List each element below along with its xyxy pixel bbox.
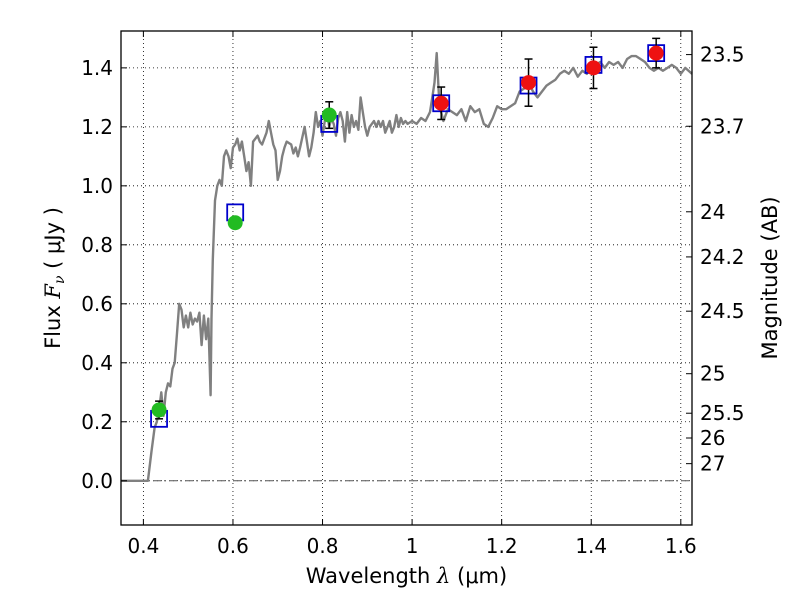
- x-axis-label-prefix: Wavelength: [306, 564, 437, 588]
- y-tick-label: 0.4: [81, 351, 113, 375]
- y-axis-label-unit: ( μJy ): [41, 207, 65, 275]
- magnitude-axis-label-group: Magnitude (AB): [758, 196, 782, 359]
- y-axis-label: Flux Fν ( μJy ): [41, 207, 68, 349]
- magnitude-tick-label: 23.5: [700, 43, 745, 67]
- observed-flux-point: [648, 45, 664, 61]
- x-axis-ticks: 0.4 0.6 0.8 1 1.2 1.4 1.6: [127, 31, 697, 558]
- y-tick-label: 0.2: [81, 410, 113, 434]
- x-axis-label-variable: λ: [436, 564, 450, 588]
- y-axis-label-group: Flux Fν ( μJy ): [41, 207, 68, 349]
- y-tick-label: 1.0: [81, 174, 113, 198]
- magnitude-tick-label: 26: [700, 426, 725, 450]
- observed-flux-point: [521, 75, 537, 91]
- x-axis-label: Wavelength λ (μm): [306, 564, 507, 588]
- magnitude-tick-label: 24.2: [700, 245, 745, 269]
- x-tick-label: 0.6: [217, 534, 249, 558]
- y-tick-label: 0.8: [81, 233, 113, 257]
- observed-photometry-markers: [151, 37, 664, 420]
- y-tick-label: 0.6: [81, 292, 113, 316]
- y-axis-label-variable: F: [41, 283, 65, 300]
- magnitude-tick-label: 27: [700, 452, 725, 476]
- observed-flux-point: [433, 95, 449, 111]
- observed-flux-point: [227, 215, 243, 231]
- x-tick-label: 0.4: [127, 534, 159, 558]
- observed-flux-point: [151, 402, 167, 418]
- x-tick-label: 1.2: [486, 534, 518, 558]
- x-tick-label: 1: [406, 534, 419, 558]
- y-axis-label-prefix: Flux: [41, 299, 65, 349]
- observed-flux-point: [585, 60, 601, 76]
- x-tick-label: 0.8: [307, 534, 339, 558]
- magnitude-tick-label: 25: [700, 362, 725, 386]
- magnitude-tick-label: 24.5: [700, 299, 745, 323]
- magnitude-tick-label: 25.5: [700, 401, 745, 425]
- x-tick-label: 1.6: [665, 534, 697, 558]
- magnitude-tick-label: 23.7: [700, 114, 745, 138]
- x-tick-label: 1.4: [575, 534, 607, 558]
- y-tick-label: 1.2: [81, 115, 113, 139]
- plot-frame: [120, 30, 693, 526]
- y-axis-ticks: 0.0 0.2 0.4 0.6 0.8 1.0 1.2 1.4: [81, 56, 127, 493]
- x-axis-label-unit: (μm): [450, 564, 507, 588]
- magnitude-tick-label: 24: [700, 200, 725, 224]
- model-spectrum-line: [121, 51, 693, 482]
- magnitude-axis-label: Magnitude (AB): [758, 196, 782, 359]
- y-tick-label: 1.4: [81, 56, 113, 80]
- model-spectrum: [121, 51, 693, 482]
- observed-flux-point: [321, 107, 337, 123]
- y-tick-label: 0.0: [81, 469, 113, 493]
- y-axis-label-subscript: ν: [52, 275, 68, 284]
